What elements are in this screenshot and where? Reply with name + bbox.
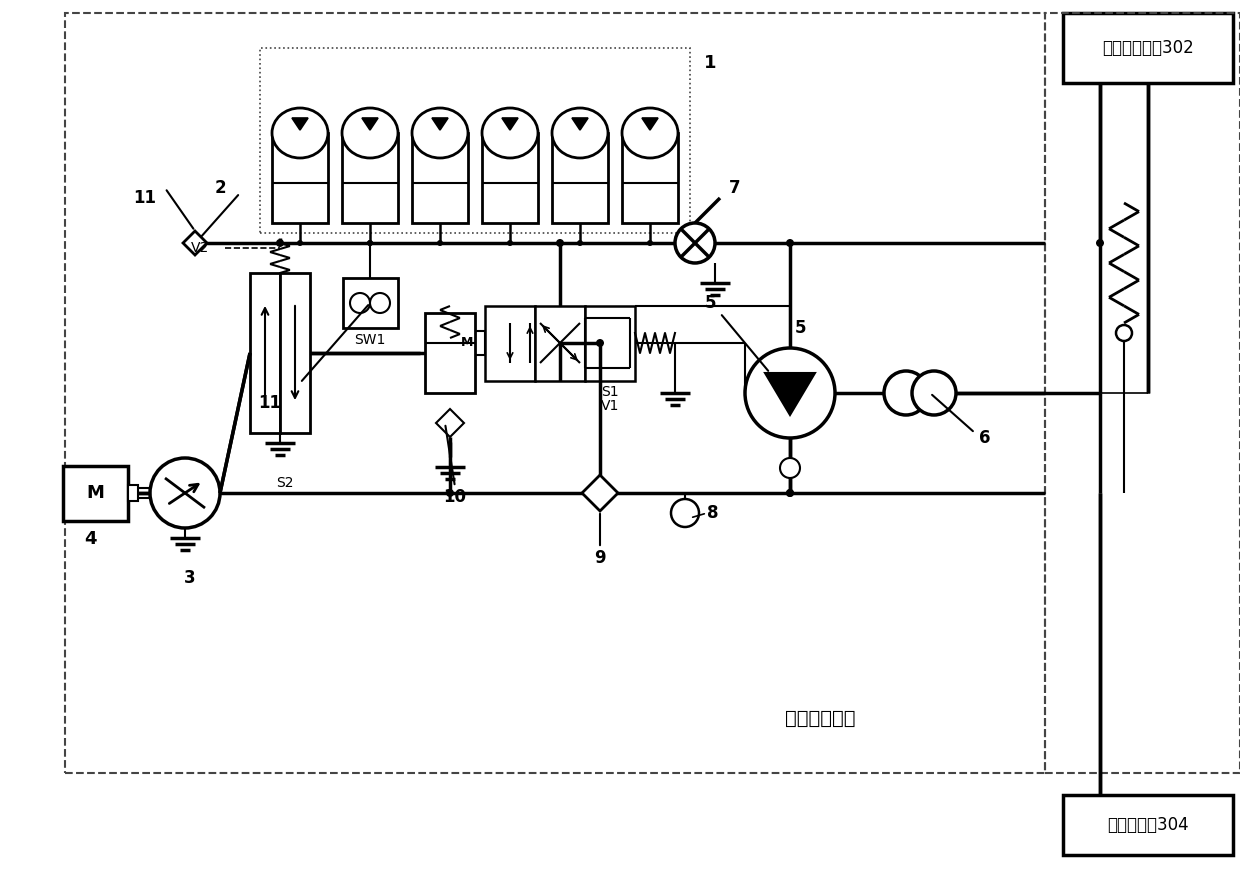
Bar [425, 313, 475, 393]
Text: V1: V1 [601, 399, 619, 413]
Text: 主泵及油笼304: 主泵及油笼304 [1107, 816, 1189, 834]
Ellipse shape [622, 108, 678, 158]
Text: M: M [86, 484, 104, 502]
Circle shape [367, 240, 373, 246]
Text: 3: 3 [185, 569, 196, 587]
Circle shape [911, 371, 956, 415]
Text: 2: 2 [215, 179, 226, 197]
Ellipse shape [482, 108, 538, 158]
Polygon shape [184, 231, 207, 255]
Bar [342, 133, 398, 223]
Circle shape [1096, 239, 1104, 247]
Bar [1045, 13, 1240, 773]
Polygon shape [291, 118, 308, 130]
Circle shape [556, 239, 564, 247]
Bar [342, 278, 398, 328]
Polygon shape [432, 118, 448, 130]
Circle shape [884, 371, 928, 415]
Bar [622, 133, 678, 223]
Text: V2: V2 [191, 241, 210, 255]
Circle shape [150, 458, 219, 528]
Text: 举升俣下系统302: 举升俣下系统302 [1102, 39, 1194, 57]
Bar [128, 485, 138, 501]
Text: 1: 1 [704, 54, 717, 72]
Bar [1063, 795, 1233, 855]
Ellipse shape [552, 108, 608, 158]
Text: 4: 4 [84, 530, 97, 547]
Circle shape [367, 240, 373, 246]
Bar [552, 133, 608, 223]
Circle shape [745, 348, 835, 438]
Bar [450, 331, 485, 355]
Circle shape [507, 240, 513, 246]
Bar [272, 133, 329, 223]
Bar [1063, 13, 1233, 83]
Circle shape [596, 339, 604, 347]
Polygon shape [436, 409, 464, 437]
Bar [250, 273, 280, 433]
Circle shape [786, 239, 794, 247]
Circle shape [370, 293, 391, 313]
Circle shape [298, 240, 303, 246]
Text: S1: S1 [601, 386, 619, 399]
Polygon shape [362, 118, 378, 130]
Text: S2: S2 [277, 476, 294, 490]
Text: SW1: SW1 [355, 333, 386, 347]
Polygon shape [582, 475, 618, 511]
Text: 11: 11 [134, 189, 156, 207]
Circle shape [436, 240, 443, 246]
Circle shape [647, 240, 653, 246]
Ellipse shape [342, 108, 398, 158]
Text: 7: 7 [729, 179, 740, 197]
Circle shape [786, 489, 794, 497]
Circle shape [675, 223, 715, 263]
Text: 9: 9 [594, 549, 606, 567]
Circle shape [277, 239, 284, 247]
Polygon shape [502, 118, 518, 130]
Ellipse shape [272, 108, 329, 158]
Bar [280, 273, 310, 433]
Text: 11: 11 [258, 394, 281, 412]
Ellipse shape [412, 108, 467, 158]
Circle shape [780, 458, 800, 478]
Bar [64, 13, 1045, 773]
Bar [485, 306, 534, 381]
Text: 5: 5 [795, 319, 806, 337]
Circle shape [446, 489, 454, 497]
Text: 5: 5 [704, 294, 715, 312]
Text: M: M [461, 336, 474, 350]
Bar [482, 133, 538, 223]
Text: 10: 10 [444, 488, 466, 506]
Polygon shape [765, 373, 815, 415]
Circle shape [786, 489, 794, 497]
Bar [412, 133, 467, 223]
Bar [534, 306, 585, 381]
Text: 液压节能系统: 液压节能系统 [785, 708, 856, 728]
Circle shape [1116, 325, 1132, 341]
Circle shape [671, 499, 699, 527]
Circle shape [577, 240, 583, 246]
Bar [585, 306, 635, 381]
Text: 8: 8 [707, 504, 719, 522]
Polygon shape [642, 118, 658, 130]
Circle shape [350, 293, 370, 313]
Polygon shape [572, 118, 588, 130]
Text: 6: 6 [980, 429, 991, 447]
Bar [260, 48, 689, 233]
Bar [62, 465, 128, 520]
